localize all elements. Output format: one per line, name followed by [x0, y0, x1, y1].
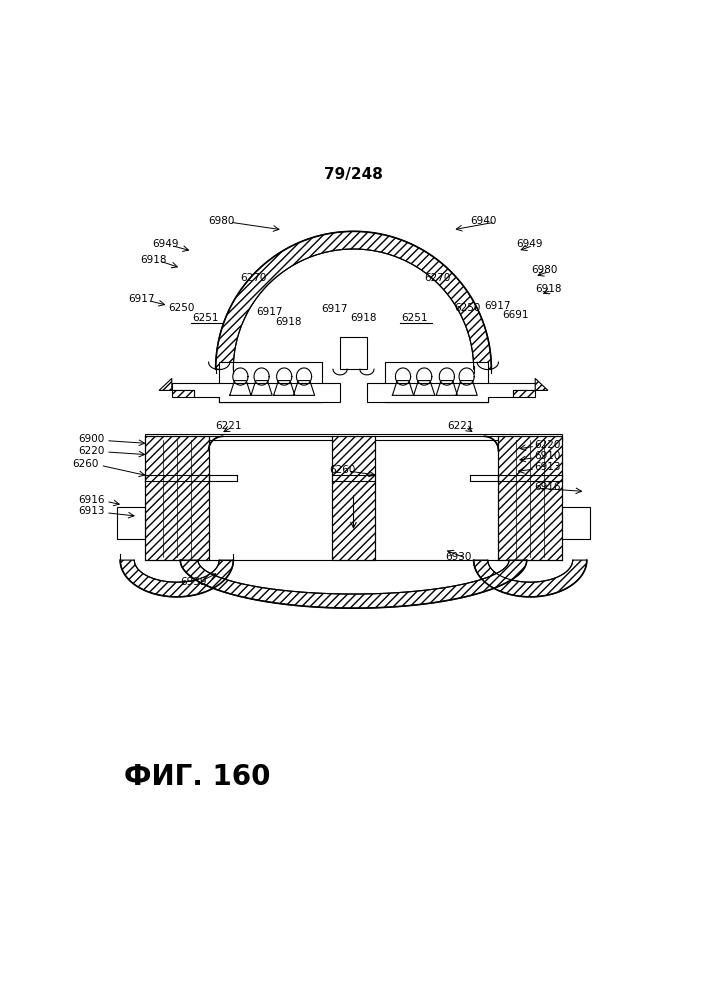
- Text: 6918: 6918: [535, 284, 561, 294]
- Text: 6691: 6691: [502, 310, 528, 320]
- Text: 6917: 6917: [256, 307, 282, 317]
- Text: 6917: 6917: [129, 294, 155, 304]
- Polygon shape: [120, 560, 233, 597]
- Polygon shape: [159, 378, 172, 390]
- Text: 6918: 6918: [140, 255, 166, 265]
- Text: 6916: 6916: [78, 495, 105, 505]
- Text: 6251: 6251: [402, 313, 428, 323]
- Text: ФИГ. 160: ФИГ. 160: [124, 763, 270, 791]
- Bar: [117, 507, 145, 539]
- Bar: [145, 436, 209, 560]
- Bar: [219, 362, 322, 402]
- Polygon shape: [474, 560, 587, 597]
- Polygon shape: [513, 390, 535, 397]
- Bar: [145, 434, 562, 440]
- Bar: [385, 362, 488, 402]
- Text: 6930: 6930: [445, 552, 472, 562]
- Text: 79/248: 79/248: [324, 167, 383, 182]
- Text: 6913: 6913: [534, 462, 560, 472]
- Bar: [498, 436, 562, 560]
- Text: 6250: 6250: [168, 303, 194, 313]
- Text: 6980: 6980: [209, 216, 235, 226]
- Bar: [562, 507, 590, 539]
- Text: 6949: 6949: [516, 239, 542, 249]
- Polygon shape: [180, 560, 527, 608]
- Bar: [340, 337, 367, 369]
- Text: 6221: 6221: [216, 421, 242, 431]
- Text: 6940: 6940: [470, 216, 496, 226]
- Text: 6270: 6270: [424, 273, 450, 283]
- Text: 6260: 6260: [329, 465, 355, 475]
- Polygon shape: [216, 231, 491, 369]
- Text: 6900: 6900: [78, 434, 105, 444]
- Text: 6980: 6980: [532, 265, 558, 275]
- Text: 6260: 6260: [73, 459, 99, 469]
- Text: 6939: 6939: [180, 577, 206, 587]
- Bar: [219, 395, 322, 402]
- Text: 6917: 6917: [321, 304, 347, 314]
- Text: 6220: 6220: [534, 440, 560, 450]
- Text: 6917: 6917: [484, 301, 510, 311]
- Text: 6949: 6949: [152, 239, 178, 249]
- Text: 6918: 6918: [350, 313, 376, 323]
- Polygon shape: [367, 383, 535, 402]
- Text: 6910: 6910: [534, 451, 560, 461]
- Text: 6913: 6913: [78, 506, 105, 516]
- Bar: [385, 395, 488, 402]
- Polygon shape: [172, 383, 340, 402]
- Polygon shape: [535, 378, 548, 390]
- Text: 6220: 6220: [78, 446, 105, 456]
- Polygon shape: [172, 390, 194, 397]
- Text: 6270: 6270: [240, 273, 267, 283]
- Text: 6250: 6250: [455, 303, 481, 313]
- Text: 6918: 6918: [276, 317, 302, 327]
- Text: 6251: 6251: [192, 313, 218, 323]
- Bar: [332, 436, 375, 560]
- Text: 6221: 6221: [447, 421, 473, 431]
- Text: 6916: 6916: [534, 482, 560, 492]
